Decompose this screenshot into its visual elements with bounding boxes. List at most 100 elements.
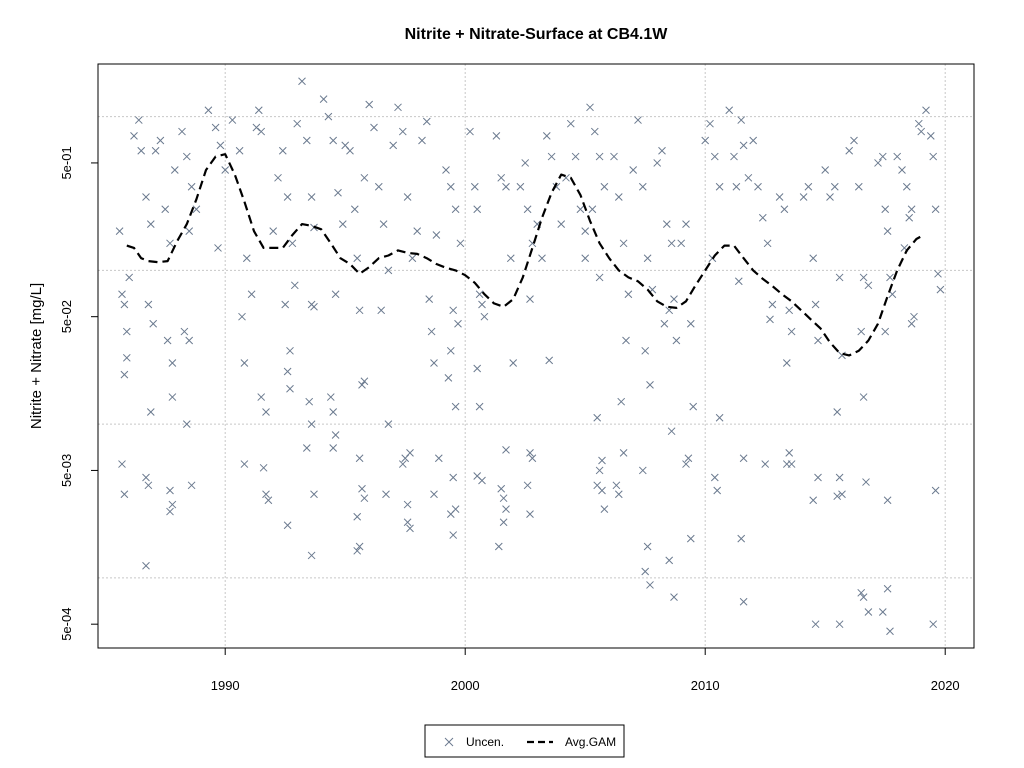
legend-marker-uncen <box>444 737 454 747</box>
data-point-uncen <box>146 408 155 416</box>
data-point-uncen <box>811 300 820 309</box>
data-point-uncen <box>864 281 873 290</box>
data-point-uncen <box>228 116 237 124</box>
data-point-uncen <box>394 103 402 112</box>
data-point-uncen <box>185 336 194 345</box>
data-point-uncen <box>302 136 311 145</box>
data-point-uncen <box>670 295 678 304</box>
data-point-uncen <box>643 542 652 551</box>
data-point-uncen <box>149 319 158 328</box>
data-point-uncen <box>425 295 434 304</box>
data-point-uncen <box>883 584 892 593</box>
data-point-uncen <box>370 123 378 132</box>
data-point-uncen <box>917 127 926 136</box>
data-point-uncen <box>478 476 486 485</box>
data-point-uncen <box>168 500 177 509</box>
data-point-uncen <box>854 182 863 191</box>
data-point-uncen <box>156 136 165 145</box>
data-point-uncen <box>286 346 294 355</box>
data-point-uncen <box>641 346 650 355</box>
data-point-uncen <box>324 112 333 121</box>
data-point-uncen <box>379 220 388 228</box>
data-point-uncen <box>170 166 179 174</box>
data-point-uncen <box>638 466 647 475</box>
data-point-uncen <box>403 518 412 527</box>
data-point-uncen <box>665 556 674 565</box>
data-point-uncen <box>168 393 177 401</box>
data-point-uncen <box>670 593 678 601</box>
data-point-uncen <box>264 496 273 505</box>
data-point-uncen <box>787 460 796 468</box>
data-point-uncen <box>346 146 354 155</box>
data-point-uncen <box>146 220 155 228</box>
data-point-uncen <box>307 551 316 560</box>
data-point-uncen <box>413 227 422 236</box>
data-point-uncen <box>905 213 914 222</box>
data-point-uncen <box>706 119 714 128</box>
data-point-uncen <box>449 306 458 315</box>
data-point-uncen <box>730 152 738 161</box>
data-point-uncen <box>382 490 390 499</box>
data-point-uncen <box>739 141 748 150</box>
data-point-uncen <box>355 306 364 315</box>
data-point-uncen <box>739 597 748 606</box>
data-point-uncen <box>120 370 129 379</box>
data-point-uncen <box>350 205 359 214</box>
data-point-uncen <box>622 336 630 345</box>
data-point-uncen <box>331 431 340 439</box>
data-point-uncen <box>144 300 153 309</box>
x-tick-label: 2000 <box>451 678 480 693</box>
data-point-uncen <box>857 327 866 336</box>
data-point-uncen <box>521 159 530 167</box>
data-point-uncen <box>499 518 508 527</box>
data-point-uncen <box>329 408 338 416</box>
gam-line <box>126 153 925 357</box>
data-point-uncen <box>878 608 887 616</box>
grid-lines <box>98 64 974 648</box>
data-point-uncen <box>252 123 261 132</box>
data-point-uncen <box>326 393 335 401</box>
data-point-uncen <box>319 95 328 103</box>
data-point-uncen <box>432 231 441 239</box>
data-point-uncen <box>682 220 690 228</box>
data-point-uncen <box>355 542 364 551</box>
data-point-uncen <box>180 327 189 336</box>
data-point-uncen <box>931 486 940 495</box>
data-point-uncen <box>713 486 722 495</box>
plot-series <box>115 77 945 636</box>
data-point-uncen <box>262 408 270 416</box>
data-point-uncen <box>838 490 846 499</box>
data-point-uncen <box>134 116 143 124</box>
data-point-uncen <box>475 402 484 411</box>
data-point-uncen <box>859 273 868 282</box>
data-point-uncen <box>494 542 503 551</box>
legend-label-gam: Avg.GAM <box>565 735 616 749</box>
data-point-uncen <box>166 507 174 516</box>
data-point-uncen <box>646 381 654 389</box>
data-point-uncen <box>595 152 604 161</box>
data-point-uncen <box>653 159 662 167</box>
data-point-uncen <box>677 239 686 248</box>
data-point-uncen <box>859 393 868 401</box>
data-point-uncen <box>446 182 455 191</box>
data-point-uncen <box>907 319 916 328</box>
data-point-uncen <box>929 620 938 629</box>
data-point-uncen <box>235 146 244 155</box>
data-point-uncen <box>283 521 292 530</box>
data-point-uncen <box>142 193 150 201</box>
data-point-uncen <box>331 290 340 299</box>
data-point-uncen <box>617 397 626 406</box>
data-point-uncen <box>187 481 196 490</box>
x-tick-label: 2010 <box>691 678 720 693</box>
data-point-uncen <box>502 446 510 454</box>
data-point-uncen <box>408 254 417 263</box>
data-point-uncen <box>115 227 124 236</box>
data-point-uncen <box>449 473 458 482</box>
data-point-uncen <box>634 116 642 124</box>
data-point-uncen <box>737 534 746 543</box>
data-point-uncen <box>398 127 407 136</box>
data-point-uncen <box>523 205 532 214</box>
data-point-uncen <box>538 254 546 263</box>
data-point-uncen <box>758 213 767 222</box>
